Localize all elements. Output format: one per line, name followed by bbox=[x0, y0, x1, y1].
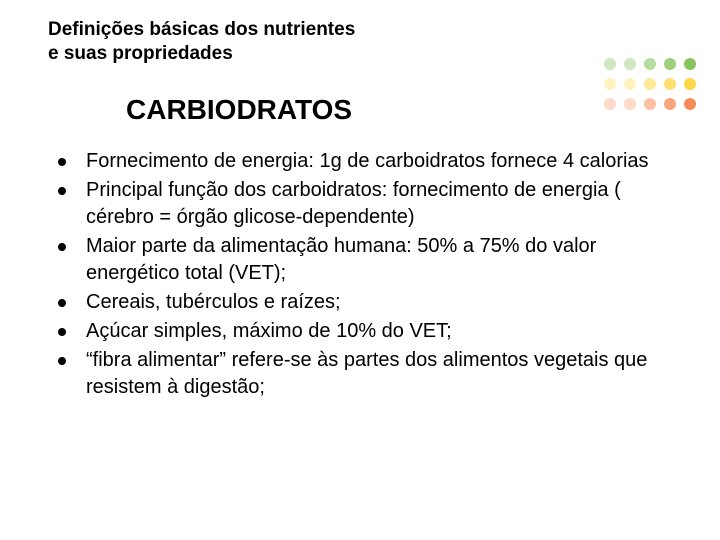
bullet-icon bbox=[58, 187, 66, 195]
bullet-icon bbox=[58, 243, 66, 251]
slide-container: Definições básicas dos nutrientes e suas… bbox=[0, 0, 720, 540]
list-item: Maior parte da alimentação humana: 50% a… bbox=[58, 233, 680, 287]
bullet-icon bbox=[58, 299, 66, 307]
content-list: Fornecimento de energia: 1g de carboidra… bbox=[48, 148, 680, 401]
grid-dot bbox=[644, 98, 656, 110]
list-item-text: Fornecimento de energia: 1g de carboidra… bbox=[86, 148, 649, 175]
grid-dot bbox=[684, 98, 696, 110]
grid-dot bbox=[664, 78, 676, 90]
grid-dot bbox=[684, 58, 696, 70]
grid-dot bbox=[624, 58, 636, 70]
bullet-icon bbox=[58, 158, 66, 166]
list-item-text: Maior parte da alimentação humana: 50% a… bbox=[86, 233, 680, 287]
grid-dot bbox=[604, 78, 616, 90]
header-title: Definições básicas dos nutrientes e suas… bbox=[48, 18, 680, 66]
grid-dot bbox=[624, 98, 636, 110]
bullet-icon bbox=[58, 328, 66, 336]
grid-dot bbox=[664, 58, 676, 70]
bullet-icon bbox=[58, 357, 66, 365]
list-item-text: Cereais, tubérculos e raízes; bbox=[86, 289, 341, 316]
grid-dot bbox=[664, 98, 676, 110]
list-item-text: Principal função dos carboidratos: forne… bbox=[86, 177, 680, 231]
subtitle: CARBIODRATOS bbox=[126, 94, 680, 126]
grid-dot bbox=[644, 58, 656, 70]
list-item: Cereais, tubérculos e raízes; bbox=[58, 289, 680, 316]
decorative-dot-grid bbox=[604, 58, 700, 114]
list-item-text: Açúcar simples, máximo de 10% do VET; bbox=[86, 318, 452, 345]
grid-dot bbox=[684, 78, 696, 90]
grid-dot bbox=[604, 98, 616, 110]
list-item: Açúcar simples, máximo de 10% do VET; bbox=[58, 318, 680, 345]
list-item: Fornecimento de energia: 1g de carboidra… bbox=[58, 148, 680, 175]
list-item: “fibra alimentar” refere-se às partes do… bbox=[58, 347, 680, 401]
list-item: Principal função dos carboidratos: forne… bbox=[58, 177, 680, 231]
grid-dot bbox=[604, 58, 616, 70]
grid-dot bbox=[644, 78, 656, 90]
header-line2: e suas propriedades bbox=[48, 43, 233, 64]
header-line1: Definições básicas dos nutrientes bbox=[48, 19, 355, 40]
grid-dot bbox=[624, 78, 636, 90]
list-item-text: “fibra alimentar” refere-se às partes do… bbox=[86, 347, 680, 401]
